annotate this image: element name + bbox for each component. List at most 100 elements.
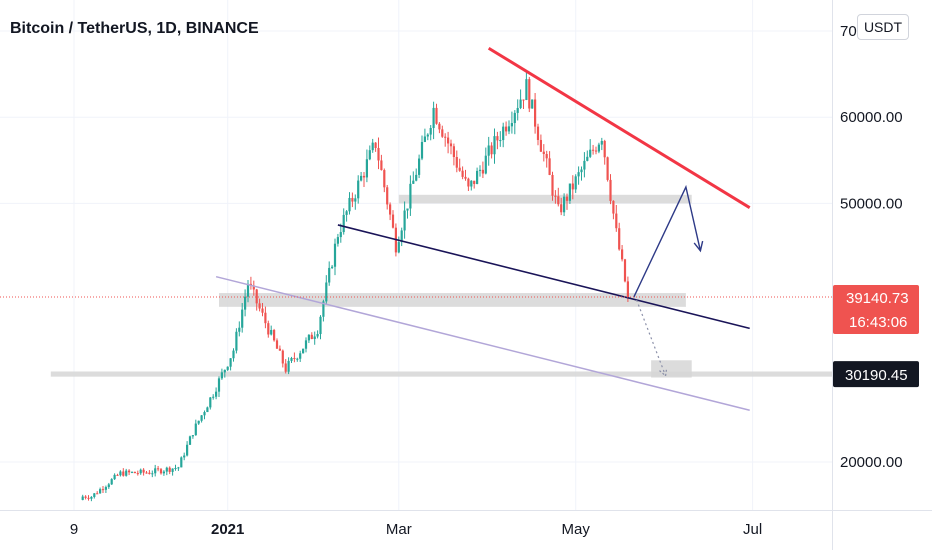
candle[interactable] bbox=[223, 369, 226, 378]
candle[interactable] bbox=[81, 494, 84, 501]
candle[interactable] bbox=[609, 174, 612, 205]
candle[interactable] bbox=[473, 180, 476, 189]
candle[interactable] bbox=[151, 470, 154, 478]
candle[interactable] bbox=[331, 264, 334, 270]
candle[interactable] bbox=[432, 101, 435, 140]
candle[interactable] bbox=[130, 471, 134, 474]
candle[interactable] bbox=[90, 496, 93, 502]
candle[interactable] bbox=[142, 468, 145, 476]
candle[interactable] bbox=[351, 192, 354, 208]
resistance-trendline[interactable] bbox=[487, 46, 751, 209]
candle[interactable] bbox=[244, 289, 247, 317]
candle[interactable] bbox=[145, 470, 148, 474]
candle[interactable] bbox=[467, 177, 470, 192]
candle[interactable] bbox=[96, 491, 99, 495]
candle[interactable] bbox=[415, 168, 418, 182]
candle[interactable] bbox=[391, 210, 395, 229]
candle[interactable] bbox=[618, 222, 621, 251]
candle[interactable] bbox=[568, 183, 571, 204]
support-trendline[interactable] bbox=[337, 224, 750, 330]
candle[interactable] bbox=[316, 330, 319, 339]
candle[interactable] bbox=[403, 201, 406, 239]
candle[interactable] bbox=[589, 139, 592, 159]
candle[interactable] bbox=[560, 197, 563, 216]
projection-path[interactable] bbox=[633, 184, 702, 298]
candle[interactable] bbox=[478, 165, 482, 177]
candle[interactable] bbox=[212, 394, 215, 400]
candle[interactable] bbox=[206, 406, 209, 413]
candle[interactable] bbox=[623, 258, 627, 283]
candle[interactable] bbox=[386, 184, 389, 210]
candle[interactable] bbox=[516, 99, 519, 121]
support-resistance-zone[interactable] bbox=[398, 194, 692, 204]
candle[interactable] bbox=[162, 470, 165, 476]
candle[interactable] bbox=[592, 144, 595, 155]
candle[interactable] bbox=[310, 332, 313, 340]
candle[interactable] bbox=[412, 171, 415, 185]
candle[interactable] bbox=[476, 167, 479, 185]
candle[interactable] bbox=[267, 320, 270, 338]
candle[interactable] bbox=[444, 133, 447, 147]
candle[interactable] bbox=[165, 466, 168, 476]
candle[interactable] bbox=[229, 358, 232, 371]
candle[interactable] bbox=[447, 131, 450, 154]
candle[interactable] bbox=[496, 131, 499, 150]
candle[interactable] bbox=[139, 468, 142, 475]
candle[interactable] bbox=[368, 145, 371, 161]
candle[interactable] bbox=[249, 276, 252, 290]
support-resistance-zone[interactable] bbox=[219, 293, 686, 307]
candle[interactable] bbox=[380, 154, 383, 171]
candle[interactable] bbox=[545, 150, 548, 168]
candle[interactable] bbox=[119, 470, 122, 477]
candle[interactable] bbox=[493, 128, 496, 164]
candle[interactable] bbox=[360, 171, 363, 182]
candle[interactable] bbox=[252, 280, 255, 296]
candle[interactable] bbox=[226, 366, 229, 372]
candle[interactable] bbox=[87, 495, 90, 501]
candle[interactable] bbox=[113, 473, 116, 480]
candle[interactable] bbox=[435, 103, 438, 125]
candle[interactable] bbox=[281, 349, 284, 368]
candle[interactable] bbox=[484, 147, 487, 175]
candle[interactable] bbox=[107, 482, 110, 489]
candle[interactable] bbox=[270, 325, 273, 336]
candle[interactable] bbox=[383, 168, 386, 193]
candle[interactable] bbox=[603, 139, 606, 165]
candle[interactable] bbox=[336, 233, 339, 247]
candle[interactable] bbox=[542, 144, 545, 162]
candle[interactable] bbox=[122, 468, 125, 477]
candle[interactable] bbox=[571, 175, 574, 200]
candle[interactable] bbox=[290, 356, 293, 364]
candle[interactable] bbox=[551, 171, 554, 201]
candle[interactable] bbox=[116, 473, 119, 476]
candle[interactable] bbox=[612, 200, 615, 220]
candle[interactable] bbox=[171, 468, 174, 476]
candle[interactable] bbox=[133, 471, 136, 474]
candle[interactable] bbox=[101, 486, 105, 493]
candle[interactable] bbox=[362, 171, 366, 187]
candle[interactable] bbox=[522, 99, 525, 110]
candle[interactable] bbox=[586, 150, 589, 162]
candle[interactable] bbox=[499, 131, 502, 147]
candle[interactable] bbox=[275, 338, 279, 349]
candle[interactable] bbox=[400, 227, 403, 247]
candle[interactable] bbox=[333, 238, 337, 276]
candle[interactable] bbox=[531, 99, 534, 109]
candle[interactable] bbox=[209, 396, 212, 410]
candle[interactable] bbox=[157, 465, 160, 472]
candle[interactable] bbox=[397, 236, 400, 254]
candle[interactable] bbox=[606, 156, 609, 182]
candle[interactable] bbox=[565, 193, 569, 210]
candle[interactable] bbox=[365, 149, 368, 183]
candle[interactable] bbox=[177, 466, 180, 471]
candle[interactable] bbox=[377, 137, 380, 170]
candle[interactable] bbox=[563, 193, 566, 217]
candle[interactable] bbox=[304, 337, 308, 353]
candle[interactable] bbox=[186, 441, 189, 457]
candle[interactable] bbox=[313, 331, 316, 345]
candle[interactable] bbox=[487, 136, 490, 166]
candle[interactable] bbox=[438, 122, 441, 134]
candle[interactable] bbox=[220, 368, 223, 380]
candle[interactable] bbox=[615, 205, 618, 232]
